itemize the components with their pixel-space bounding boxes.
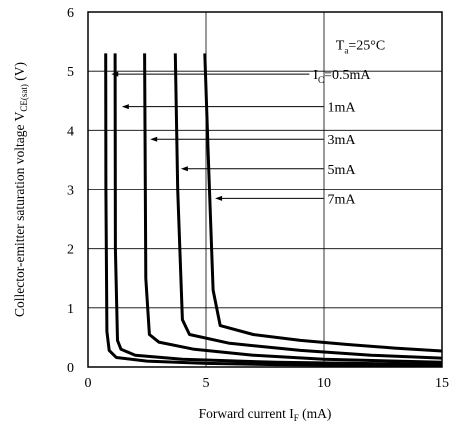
y-axis-label: Collector-emitter saturation voltage VCE… bbox=[12, 62, 29, 317]
series-line bbox=[104, 53, 443, 368]
y-tick-label: 5 bbox=[67, 65, 74, 80]
arrowhead bbox=[180, 166, 188, 172]
series-annotations: IC=0.5mA 1mA 3mA 5mA 7mA bbox=[111, 68, 371, 207]
arrowhead bbox=[111, 71, 119, 77]
x-tick-label: 0 bbox=[85, 376, 92, 391]
x-tick-label: 10 bbox=[317, 376, 331, 391]
series-line bbox=[113, 53, 443, 367]
y-tick-label: 6 bbox=[67, 6, 74, 21]
y-tick-label: 4 bbox=[67, 124, 74, 139]
series-label: IC=0.5mA bbox=[313, 68, 371, 85]
series-line bbox=[173, 53, 443, 360]
y-tick-label: 2 bbox=[67, 243, 74, 258]
x-axis-label: Forward current IF (mA) bbox=[199, 406, 332, 423]
series-line bbox=[143, 53, 443, 364]
plot-frame bbox=[87, 11, 443, 368]
arrowhead bbox=[150, 136, 158, 142]
series-label: 3mA bbox=[328, 133, 357, 148]
y-tick-labels: 0 1 2 3 4 5 6 bbox=[67, 6, 74, 376]
grid bbox=[88, 12, 442, 367]
series-label: 5mA bbox=[328, 163, 357, 178]
arrowhead bbox=[215, 195, 223, 201]
y-tick-label: 1 bbox=[67, 302, 74, 317]
series-label: 7mA bbox=[328, 192, 357, 207]
x-tick-label: 15 bbox=[435, 376, 449, 391]
arrowhead bbox=[121, 104, 129, 110]
y-tick-label: 0 bbox=[67, 361, 74, 376]
x-tick-label: 5 bbox=[203, 376, 210, 391]
temperature-condition: Ta=25°C bbox=[336, 39, 385, 56]
y-tick-label: 3 bbox=[67, 184, 74, 199]
x-tick-labels: 0 5 10 15 bbox=[85, 376, 450, 391]
series-label: 1mA bbox=[328, 101, 357, 116]
curves bbox=[104, 53, 443, 368]
series-line bbox=[203, 53, 443, 353]
